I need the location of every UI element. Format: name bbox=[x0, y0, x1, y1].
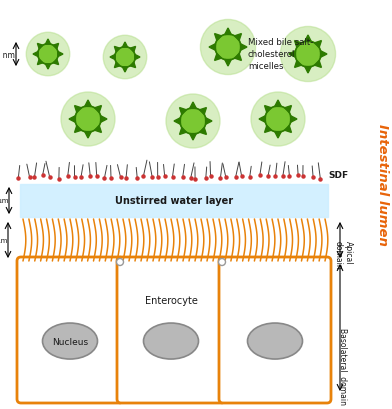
Polygon shape bbox=[110, 55, 115, 61]
Polygon shape bbox=[294, 41, 301, 48]
Polygon shape bbox=[205, 119, 212, 125]
FancyBboxPatch shape bbox=[219, 257, 331, 403]
Polygon shape bbox=[321, 52, 327, 58]
Polygon shape bbox=[225, 29, 231, 36]
Polygon shape bbox=[130, 47, 136, 53]
Ellipse shape bbox=[42, 323, 98, 359]
Polygon shape bbox=[45, 65, 51, 70]
Text: < 40 μm: < 40 μm bbox=[0, 198, 8, 204]
Polygon shape bbox=[45, 40, 51, 45]
Text: Enterocyte: Enterocyte bbox=[145, 295, 198, 305]
Polygon shape bbox=[122, 68, 127, 73]
Polygon shape bbox=[225, 61, 231, 67]
Text: Nucleus: Nucleus bbox=[52, 337, 88, 346]
Polygon shape bbox=[135, 55, 140, 61]
Circle shape bbox=[251, 93, 305, 147]
Circle shape bbox=[61, 93, 115, 147]
Polygon shape bbox=[290, 117, 297, 123]
Polygon shape bbox=[94, 126, 102, 133]
Circle shape bbox=[26, 33, 70, 76]
Circle shape bbox=[280, 27, 336, 82]
Circle shape bbox=[166, 95, 220, 148]
Circle shape bbox=[215, 35, 241, 61]
FancyBboxPatch shape bbox=[17, 257, 123, 403]
Polygon shape bbox=[241, 45, 247, 51]
Polygon shape bbox=[289, 52, 296, 58]
Polygon shape bbox=[130, 63, 136, 68]
Text: Intestinal lumen: Intestinal lumen bbox=[376, 124, 390, 245]
Polygon shape bbox=[74, 126, 82, 133]
Text: Apical
domain: Apical domain bbox=[333, 240, 353, 269]
Circle shape bbox=[295, 42, 321, 68]
Polygon shape bbox=[53, 60, 59, 65]
Polygon shape bbox=[114, 47, 120, 53]
Circle shape bbox=[103, 36, 147, 80]
Polygon shape bbox=[285, 126, 291, 133]
Polygon shape bbox=[214, 34, 221, 41]
Polygon shape bbox=[122, 43, 127, 48]
Polygon shape bbox=[69, 117, 75, 123]
Polygon shape bbox=[285, 106, 291, 113]
Polygon shape bbox=[85, 132, 91, 139]
Polygon shape bbox=[174, 119, 180, 125]
Circle shape bbox=[116, 259, 123, 266]
Polygon shape bbox=[180, 108, 187, 115]
Circle shape bbox=[218, 259, 225, 266]
Circle shape bbox=[180, 109, 206, 135]
Ellipse shape bbox=[143, 323, 198, 359]
Circle shape bbox=[200, 20, 256, 75]
Text: ~5 nm: ~5 nm bbox=[0, 50, 15, 59]
Polygon shape bbox=[314, 61, 321, 68]
Polygon shape bbox=[305, 36, 311, 43]
Polygon shape bbox=[265, 106, 271, 113]
Polygon shape bbox=[74, 106, 82, 113]
Polygon shape bbox=[37, 44, 43, 50]
Polygon shape bbox=[85, 101, 91, 107]
Polygon shape bbox=[259, 117, 265, 123]
Polygon shape bbox=[58, 52, 63, 57]
Text: Mixed bile salt-
cholesterol
micelles: Mixed bile salt- cholesterol micelles bbox=[248, 38, 313, 71]
Polygon shape bbox=[314, 41, 321, 48]
Polygon shape bbox=[305, 67, 311, 74]
Polygon shape bbox=[190, 134, 196, 141]
Circle shape bbox=[115, 48, 135, 68]
Polygon shape bbox=[114, 63, 120, 68]
Text: Basolateral  domain: Basolateral domain bbox=[339, 328, 347, 405]
Text: Unstirred water layer: Unstirred water layer bbox=[115, 196, 233, 206]
Polygon shape bbox=[33, 52, 38, 57]
Polygon shape bbox=[209, 45, 216, 51]
Polygon shape bbox=[214, 54, 221, 61]
Text: ~10 μm: ~10 μm bbox=[0, 237, 7, 243]
Polygon shape bbox=[200, 108, 207, 115]
Polygon shape bbox=[53, 44, 59, 50]
Polygon shape bbox=[275, 101, 281, 107]
Polygon shape bbox=[294, 61, 301, 68]
Polygon shape bbox=[180, 128, 187, 135]
Polygon shape bbox=[234, 34, 241, 41]
Text: SDF: SDF bbox=[328, 171, 348, 180]
Circle shape bbox=[265, 107, 291, 133]
Polygon shape bbox=[234, 54, 241, 61]
Polygon shape bbox=[200, 128, 207, 135]
Polygon shape bbox=[190, 103, 196, 109]
Polygon shape bbox=[265, 126, 271, 133]
Circle shape bbox=[75, 107, 101, 133]
Ellipse shape bbox=[247, 323, 303, 359]
Polygon shape bbox=[275, 132, 281, 139]
Polygon shape bbox=[37, 60, 43, 65]
Bar bbox=[20, 184, 328, 218]
Circle shape bbox=[38, 45, 58, 65]
Polygon shape bbox=[94, 106, 102, 113]
FancyBboxPatch shape bbox=[117, 257, 225, 403]
Polygon shape bbox=[101, 117, 107, 123]
